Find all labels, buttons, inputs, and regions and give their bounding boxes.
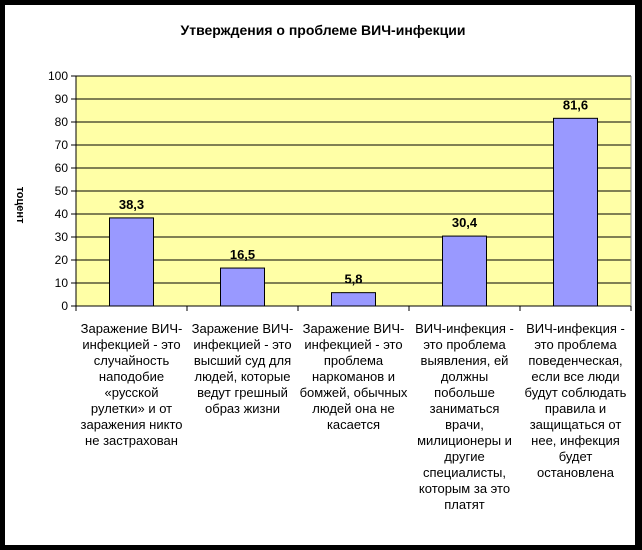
bar [220,267,265,307]
chart-frame: Утверждения о проблеме ВИЧ-инфекции тоце… [5,5,635,545]
x-tick-label: Заражение ВИЧ-инфекцией - это случайност… [80,321,183,448]
x-tick-label: Заражение ВИЧ-инфекцией - это высший суд… [191,321,294,416]
bars [109,117,598,307]
y-tick-label: 100 [48,69,68,83]
y-tick-label: 70 [55,138,69,152]
gridlines [76,75,631,307]
x-tick-label: ВИЧ-инфекция - это проблема поведенческа… [524,321,627,480]
bar-chart: Утверждения о проблеме ВИЧ-инфекции тоце… [14,22,632,313]
bar [553,117,598,307]
y-tick-label: 60 [55,161,69,175]
x-tick-label: ВИЧ-инфекция - это проблема выявления, е… [415,321,514,512]
y-tick-label: 90 [55,92,69,106]
bar [331,292,376,307]
y-tick-label: 80 [55,115,69,129]
y-tick-label: 30 [55,230,69,244]
data-label: 81,6 [563,97,588,112]
y-tick-label: 0 [61,299,68,313]
chart-title: Утверждения о проблеме ВИЧ-инфекции [181,22,466,38]
axes [71,75,632,311]
y-tick-labels: 0 10 20 30 40 50 60 70 80 90 100 [48,69,68,313]
y-tick-label: 50 [55,184,69,198]
data-label: 5,8 [344,272,362,287]
y-tick-label: 40 [55,207,69,221]
y-tick-label: 20 [55,253,69,267]
y-axis-label: тоцент [14,187,26,224]
data-label: 38,3 [119,197,144,212]
data-labels: 38,3 16,5 5,8 30,4 81,6 [119,97,588,286]
y-tick-label: 10 [55,276,69,290]
bar [109,217,154,307]
bar [442,235,487,307]
data-label: 16,5 [230,247,255,262]
data-label: 30,4 [452,215,478,230]
x-tick-label: Заражение ВИЧ-инфекцией - это проблема н… [299,321,408,432]
